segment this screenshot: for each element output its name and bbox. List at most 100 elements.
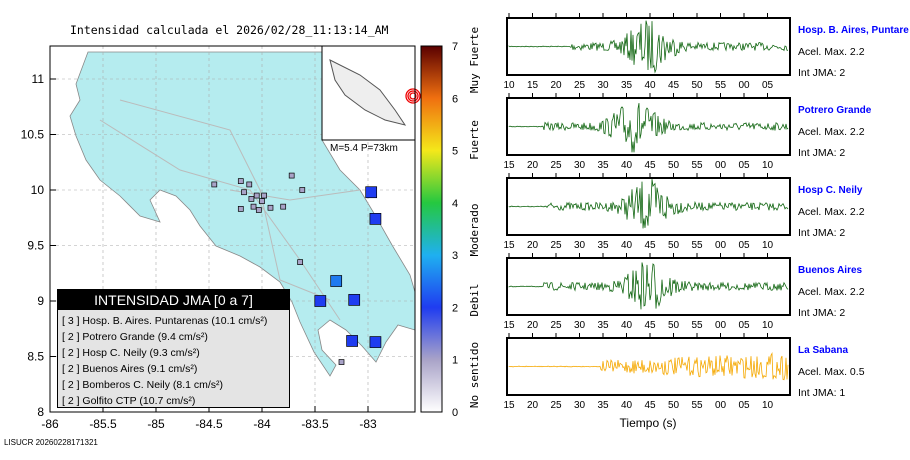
station-marker[interactable] (241, 189, 247, 196)
station-marker[interactable] (246, 181, 253, 188)
colorbar-label: Debil (468, 283, 481, 316)
waveform-trace (508, 179, 789, 229)
station-marker[interactable] (346, 335, 358, 347)
station-name[interactable]: Potrero Grande (798, 105, 872, 116)
int-jma: Int JMA: 2 (798, 307, 846, 319)
colorbar (420, 45, 443, 413)
time-tick-label: 40 (621, 320, 633, 331)
station-marker[interactable] (288, 172, 295, 179)
time-tick-label: 05 (762, 80, 774, 91)
station-marker[interactable] (365, 186, 378, 199)
time-tick-label: 50 (668, 160, 680, 171)
station-marker[interactable] (259, 198, 265, 204)
acel-max: Acel. Max. 2.2 (798, 46, 865, 58)
station-name[interactable]: La Sabana (798, 345, 849, 356)
time-tick-label: 50 (668, 240, 680, 251)
time-tick-label: 25 (550, 400, 562, 411)
time-tick-label: 25 (550, 320, 562, 331)
time-tick-label: 25 (550, 240, 562, 251)
time-tick-label: 10 (762, 400, 774, 411)
time-tick-label: 05 (738, 160, 750, 171)
station-marker[interactable] (253, 192, 260, 199)
colorbar-tick: 2 (452, 302, 458, 314)
int-jma: Int JMA: 2 (798, 67, 846, 79)
time-tick-label: 25 (574, 80, 586, 91)
time-tick-label: 35 (597, 160, 609, 171)
roads (99, 99, 361, 321)
time-tick-label: 05 (738, 400, 750, 411)
acel-max: Acel. Max. 2.2 (798, 206, 865, 218)
colorbar-tick: 7 (452, 41, 458, 53)
time-tick-label: 30 (574, 320, 586, 331)
x-tick-label: -83 (359, 417, 377, 431)
time-tick-label: 45 (644, 400, 656, 411)
time-tick-label: 00 (715, 400, 727, 411)
station-marker[interactable] (211, 181, 218, 188)
station-marker[interactable] (267, 204, 274, 211)
epicenter-icon (409, 92, 417, 100)
colorbar-tick: 1 (452, 355, 458, 367)
time-tick-label: 50 (668, 320, 680, 331)
time-tick-label: 05 (738, 240, 750, 251)
station-marker[interactable] (237, 206, 244, 212)
colorbar-tick: 4 (452, 198, 458, 210)
time-tick-label: 20 (527, 320, 539, 331)
time-tick-label: 15 (503, 160, 515, 171)
time-tick-label: 40 (644, 80, 656, 91)
station-marker[interactable] (248, 196, 255, 202)
legend-row: [ 2 ] Bomberos C. Neily (8.1 cm/s²) (62, 379, 224, 391)
footer: LISUCR 20260228171321 (4, 438, 98, 447)
station-name[interactable]: Buenos Aires (798, 265, 863, 276)
waveform-trace (508, 103, 789, 153)
waveform-panel (506, 257, 791, 316)
time-tick-label: 40 (621, 400, 633, 411)
colorbar-label: Moderado (468, 204, 481, 257)
time-tick-label: 10 (503, 80, 515, 91)
legend-row: [ 2 ] Golfito CTP (10.7 cm/s²) (62, 395, 196, 407)
station-marker[interactable] (348, 294, 361, 306)
station-marker[interactable] (237, 178, 244, 184)
time-tick-label: 00 (715, 240, 727, 251)
map-frame (49, 45, 416, 413)
time-tick-label: 55 (691, 160, 703, 171)
time-tick-label: 00 (738, 80, 750, 91)
station-marker[interactable] (330, 275, 343, 287)
time-tick-label: 20 (527, 400, 539, 411)
station-marker[interactable] (299, 187, 306, 193)
time-tick-label: 35 (621, 80, 633, 91)
station-marker[interactable] (255, 207, 262, 213)
x-tick-label: -84 (253, 417, 271, 431)
time-tick-label: 25 (550, 160, 562, 171)
station-marker[interactable] (338, 359, 345, 365)
station-marker[interactable] (261, 192, 267, 199)
time-tick-label: 30 (574, 240, 586, 251)
station-marker[interactable] (250, 203, 257, 210)
station-marker[interactable] (297, 259, 304, 265)
x-tick-label: -85 (147, 417, 165, 431)
station-name[interactable]: Hosp. B. Aires, Puntare (798, 25, 909, 36)
acel-max: Acel. Max. 2.2 (798, 286, 865, 298)
station-info: La Sabana Acel. Max. 0.5 Int JMA: 1 (798, 344, 865, 407)
time-tick-label: 50 (668, 400, 680, 411)
map-title: Intensidad calculada el 2026/02/28_11:13… (70, 23, 389, 37)
inset-land (329, 59, 407, 126)
y-tick-label: 10.5 (21, 128, 45, 142)
time-tick-label: 55 (691, 320, 703, 331)
station-name[interactable]: Hosp C. Neily (798, 185, 863, 196)
legend-row: [ 2 ] Potrero Grande (9.4 cm/s²) (62, 331, 208, 343)
time-tick-label: 15 (503, 400, 515, 411)
waveform-trace (508, 262, 789, 310)
time-tick-label: 10 (762, 320, 774, 331)
legend-row: [ 3 ] Hosp. B. Aires. Puntarenas (10.1 c… (62, 315, 268, 327)
time-tick-label: 10 (762, 240, 774, 251)
station-marker[interactable] (369, 213, 382, 225)
time-tick-label: 55 (691, 240, 703, 251)
time-tick-label: 10 (762, 160, 774, 171)
time-tick-label: 00 (715, 160, 727, 171)
colorbar-tick: 5 (452, 146, 458, 158)
station-marker[interactable] (280, 203, 287, 210)
waveform-trace (508, 20, 789, 74)
station-info: Buenos Aires Acel. Max. 2.2 Int JMA: 2 (798, 264, 865, 327)
station-marker[interactable] (314, 295, 327, 307)
station-marker[interactable] (369, 336, 382, 348)
